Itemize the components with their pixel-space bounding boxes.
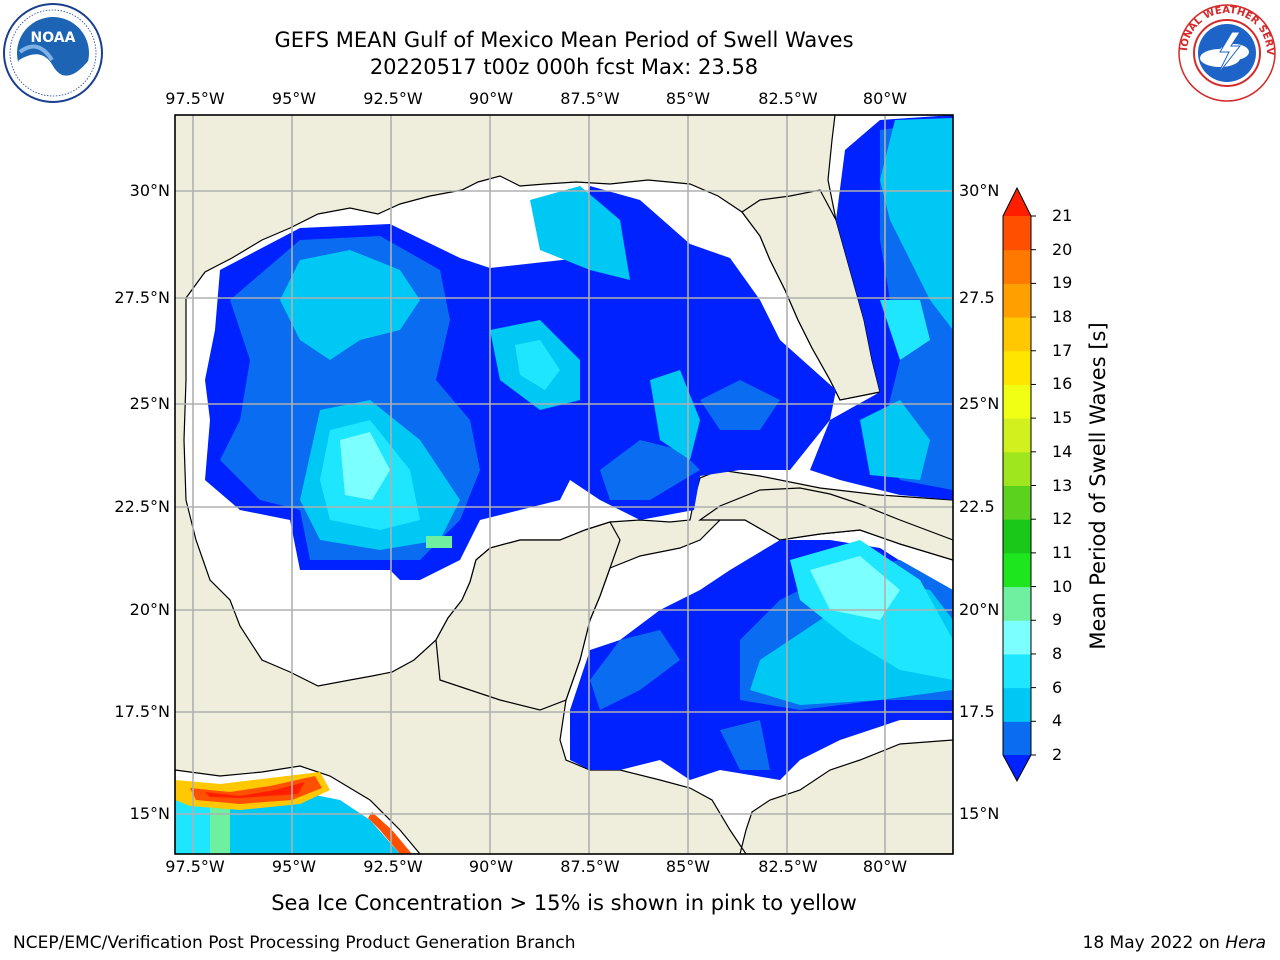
lon-tick-bottom: 87.5°W — [560, 857, 620, 876]
lon-tick-bottom: 85°W — [665, 857, 711, 876]
colorbar-label: Mean Period of Swell Waves [s] — [1086, 322, 1110, 650]
lon-tick-top: 80°W — [862, 89, 908, 108]
lon-tick-top: 95°W — [271, 89, 317, 108]
footer-host: Hera — [1225, 933, 1266, 953]
nws-logo: NATIONAL WEATHER SERVICE — [1176, 2, 1276, 102]
lat-tick-left: 27.5°N — [114, 288, 170, 307]
colorbar-tick-label: 8 — [1052, 643, 1063, 663]
lon-tick-bottom: 95°W — [271, 857, 317, 876]
lat-tick-left: 22.5°N — [114, 497, 170, 516]
colorbar-tick-label: 11 — [1052, 542, 1073, 562]
lat-tick-left: 20°N — [129, 600, 170, 619]
colorbar-segment — [1003, 519, 1031, 554]
colorbar-segment — [1003, 418, 1031, 453]
colorbar-segment — [1003, 620, 1031, 655]
lon-tick-top: 85°W — [665, 89, 711, 108]
chart-title: GEFS MEAN Gulf of Mexico Mean Period of … — [274, 28, 854, 52]
colorbar-tick-label: 21 — [1052, 206, 1073, 225]
lat-tick-right: 17.5 — [959, 702, 995, 721]
cuba-land — [698, 487, 953, 561]
colorbar-tick-label: 9 — [1052, 610, 1063, 630]
chart-subtitle: 20220517 t00z 000h fcst Max: 23.58 — [369, 55, 759, 79]
colorbar-extend-min — [1003, 755, 1031, 781]
lon-tick-top: 92.5°W — [363, 89, 423, 108]
lon-tick-bottom: 80°W — [862, 857, 908, 876]
lat-tick-left: 17.5°N — [114, 702, 170, 721]
footer-credit: NCEP/EMC/Verification Post Processing Pr… — [13, 933, 576, 953]
lat-tick-left: 25°N — [129, 394, 170, 413]
colorbar-segment — [1003, 249, 1031, 284]
colorbar-segment — [1003, 216, 1031, 251]
colorbar-tick-label: 19 — [1052, 273, 1073, 293]
colorbar-tick-label: 10 — [1052, 576, 1073, 596]
lat-tick-right: 27.5 — [959, 288, 995, 307]
lat-tick-right: 25°N — [959, 394, 1000, 413]
colorbar-tick-label: 18 — [1052, 307, 1073, 327]
colorbar-tick-label: 13 — [1052, 475, 1073, 495]
noaa-logo: NOAA — [3, 3, 103, 103]
colorbar-segment — [1003, 552, 1031, 588]
colorbar-segment — [1003, 586, 1031, 621]
colorbar-segment — [1003, 384, 1031, 419]
colorbar-tick-label: 17 — [1052, 340, 1073, 360]
lat-tick-left: 15°N — [129, 804, 170, 823]
swell-period-fill — [175, 115, 953, 854]
colorbar-segment — [1003, 283, 1031, 318]
lat-tick-right: 15°N — [959, 804, 1000, 823]
colorbar-segment — [1003, 721, 1031, 756]
lat-tick-right: 22.5 — [959, 497, 995, 516]
lat-tick-right: 20°N — [959, 600, 1000, 619]
lon-tick-top: 90°W — [468, 89, 514, 108]
colorbar-extend-max — [1003, 188, 1031, 216]
map-frame — [174, 114, 954, 855]
colorbar-tick-label: 15 — [1052, 408, 1073, 428]
colorbar-tick-label: 20 — [1052, 239, 1073, 259]
colorbar-tick-label: 16 — [1052, 374, 1073, 394]
lon-tick-bottom: 82.5°W — [758, 857, 818, 876]
colorbar-segment — [1003, 317, 1031, 352]
lon-tick-bottom: 97.5°W — [165, 857, 225, 876]
colorbar-tick-label: 12 — [1052, 509, 1073, 529]
colorbar-tick-label: 4 — [1052, 711, 1063, 731]
colorbar-tick-label: 6 — [1052, 677, 1063, 697]
colorbar-segment — [1003, 350, 1031, 385]
colorbar-tick-label: 2 — [1052, 745, 1063, 764]
colorbar-segment — [1003, 687, 1031, 722]
lat-tick-left: 30°N — [129, 181, 170, 200]
lon-tick-bottom: 90°W — [468, 857, 514, 876]
graticule — [175, 115, 953, 854]
sea-ice-caption: Sea Ice Concentration > 15% is shown in … — [271, 891, 857, 915]
lon-tick-top: 87.5°W — [560, 89, 620, 108]
yucatan-land — [435, 521, 621, 711]
lat-tick-right: 30°N — [959, 181, 1000, 200]
lon-tick-top: 82.5°W — [758, 89, 818, 108]
colorbar-tick-label: 14 — [1052, 441, 1073, 461]
footer-date-text: 18 May 2022 on — [1082, 933, 1226, 953]
svg-text:NOAA: NOAA — [31, 30, 76, 46]
colorbar-segment — [1003, 451, 1031, 486]
lon-tick-top: 97.5°W — [165, 89, 225, 108]
colorbar-segment — [1003, 485, 1031, 520]
colorbar-segment — [1003, 653, 1031, 689]
colorbar — [1002, 186, 1036, 783]
lon-tick-bottom: 92.5°W — [363, 857, 423, 876]
footer-date: 18 May 2022 on Hera — [1083, 933, 1267, 953]
